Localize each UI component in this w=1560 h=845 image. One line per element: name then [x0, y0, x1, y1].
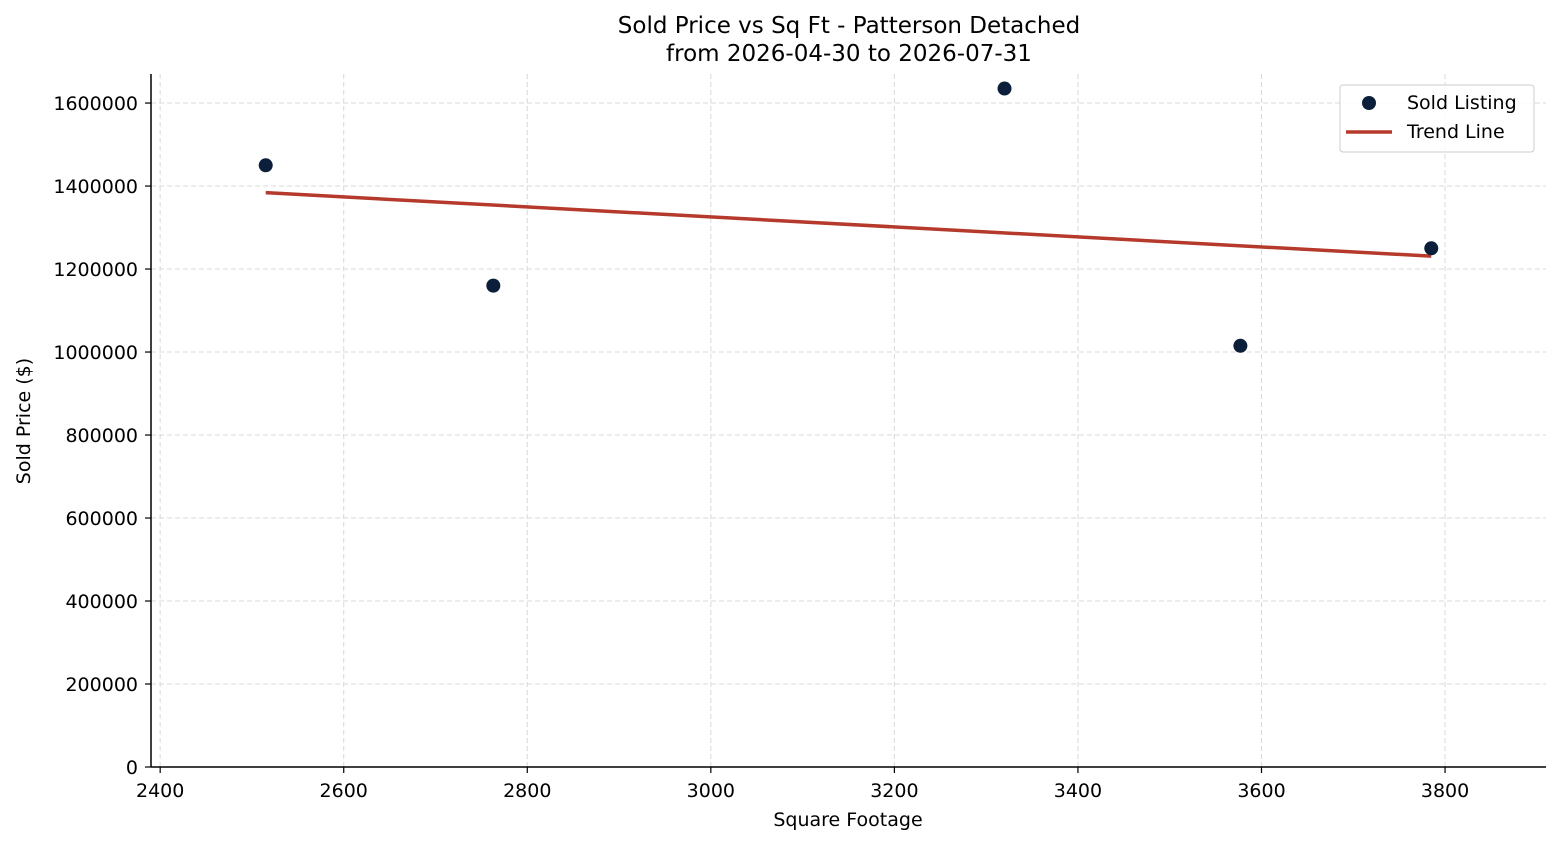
- x-tick-label: 3200: [870, 780, 918, 802]
- y-tick-label: 1400000: [53, 176, 138, 198]
- y-tick-label: 0: [126, 757, 138, 779]
- sold-listing-point: [258, 158, 273, 173]
- x-tick-label: 3400: [1054, 780, 1102, 802]
- y-tick-label: 1000000: [53, 342, 138, 364]
- x-axis-ticks: 2400 2600 2800 3000 3200 3400 3600 3800: [136, 767, 1469, 802]
- legend: Sold Listing Trend Line: [1339, 84, 1535, 153]
- chart-title-line2: from 2026-04-30 to 2026-07-31: [666, 41, 1032, 67]
- grid: [151, 74, 1546, 768]
- x-tick-label: 3600: [1237, 780, 1285, 802]
- x-axis-label: Square Footage: [773, 809, 922, 831]
- x-tick-label: 2600: [320, 780, 368, 802]
- x-tick-label: 2400: [136, 780, 184, 802]
- legend-marker-sold-listing: [1362, 96, 1376, 110]
- y-tick-label: 400000: [65, 591, 138, 613]
- legend-label-sold-listing: Sold Listing: [1407, 92, 1517, 114]
- legend-box: [1339, 84, 1535, 153]
- sold-listing-point: [997, 81, 1012, 96]
- chart-title-line1: Sold Price vs Sq Ft - Patterson Detached: [618, 13, 1080, 39]
- y-tick-label: 200000: [65, 674, 138, 696]
- y-tick-label: 600000: [65, 508, 138, 530]
- y-axis-ticks: 0 200000 400000 600000 800000 1000000 1200000 1…: [53, 93, 151, 779]
- legend-label-trend-line: Trend Line: [1406, 121, 1505, 143]
- sold-listing-point: [1233, 338, 1248, 353]
- x-tick-label: 2800: [503, 780, 551, 802]
- axes: [150, 74, 1546, 768]
- trend-line: [265, 190, 1432, 258]
- x-tick-label: 3800: [1421, 780, 1469, 802]
- y-tick-label: 1600000: [53, 93, 138, 115]
- sold-listing-point: [486, 278, 501, 293]
- sold-listing-point: [1424, 241, 1439, 256]
- x-tick-label: 3000: [687, 780, 735, 802]
- y-tick-label: 800000: [65, 425, 138, 447]
- y-axis-label: Sold Price ($): [13, 358, 35, 484]
- series: [258, 81, 1439, 353]
- y-tick-label: 1200000: [53, 259, 138, 281]
